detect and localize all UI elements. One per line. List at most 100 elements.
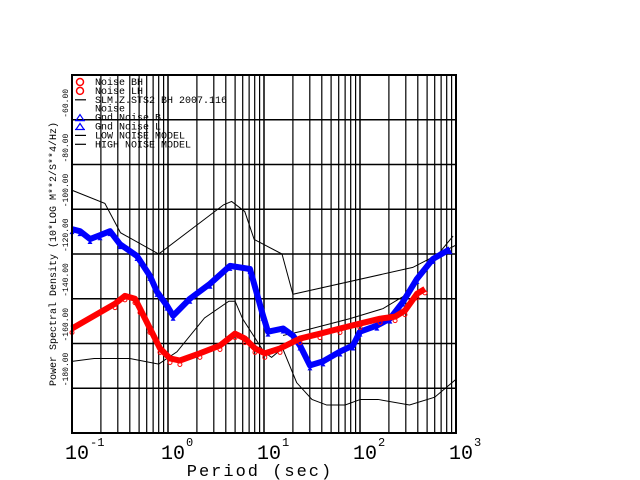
- x-tick-labels: 10 -1 10 0 10 1 10 2 10 3: [65, 436, 481, 466]
- x-tick-label: 10 -1: [65, 436, 104, 466]
- data-point: [207, 284, 213, 289]
- data-point: [414, 279, 420, 284]
- data-point: [170, 316, 176, 321]
- data-point: [232, 335, 238, 341]
- series-noise-lh: [69, 286, 428, 368]
- x-tick-exponent: 3: [474, 436, 481, 450]
- data-point: [147, 276, 153, 281]
- data-point: [167, 359, 173, 365]
- data-point: [117, 245, 123, 250]
- grid: [71, 75, 456, 433]
- data-point: [357, 325, 363, 331]
- data-point: [307, 366, 313, 371]
- series-line: [71, 300, 457, 406]
- data-point: [374, 326, 380, 331]
- data-point: [337, 330, 343, 336]
- data-point: [430, 259, 436, 264]
- data-point: [402, 312, 408, 318]
- x-tick-label: 10 1: [257, 436, 289, 466]
- data-point: [447, 250, 453, 255]
- legend-entry: Noise LH: [75, 86, 143, 98]
- data-point: [297, 346, 303, 351]
- x-tick-label: 10 2: [353, 436, 385, 466]
- y-tick-label: -180.00: [62, 352, 71, 386]
- data-point: [134, 257, 140, 262]
- legend-entry: Noise BH: [75, 77, 143, 89]
- data-point: [157, 349, 163, 355]
- y-tick-label: -140.00: [62, 263, 71, 297]
- data-point: [377, 320, 383, 326]
- legend-triangle-icon: [74, 113, 86, 122]
- y-tick-label: -100.00: [62, 173, 71, 207]
- legend-label: SLM.Z.STS2 BH 2007.116: [95, 96, 227, 107]
- data-point: [242, 340, 248, 346]
- data-point: [317, 335, 323, 341]
- legend-entry: Gnd Noise B: [74, 113, 161, 125]
- data-point: [422, 290, 428, 296]
- y-axis-title: Power Spectral Density (10*LOG M**2/S**4…: [48, 122, 60, 386]
- data-point: [137, 310, 143, 316]
- x-tick-exponent: 2: [378, 436, 385, 450]
- legend-circle-icon: [75, 86, 85, 96]
- y-tick-label: -160.00: [62, 308, 71, 342]
- data-point: [132, 300, 138, 306]
- legend-label: Noise: [95, 104, 125, 116]
- data-point: [297, 340, 303, 346]
- x-tick-base: 10: [65, 443, 89, 466]
- legend-entry: Gnd Noise L: [74, 122, 161, 134]
- data-point: [107, 232, 113, 237]
- data-point: [392, 318, 398, 324]
- series-band: [71, 226, 452, 369]
- data-point: [77, 232, 83, 237]
- data-point: [262, 354, 268, 360]
- legend-entry: HIGH NOISE MODEL: [75, 140, 191, 151]
- legend-circle-icon: [75, 77, 85, 87]
- data-point: [87, 240, 93, 245]
- legend-entry: LOW NOISE MODEL: [75, 131, 185, 142]
- data-point: [227, 266, 233, 271]
- series-layer: [69, 189, 457, 406]
- series-high-noise-model: [71, 189, 457, 295]
- data-point: [277, 349, 283, 355]
- data-point: [154, 292, 160, 297]
- legend-label: LOW NOISE MODEL: [95, 131, 185, 142]
- x-axis-title: Period (sec): [187, 463, 333, 480]
- x-tick-label: 10 0: [161, 436, 193, 466]
- legend-triangle-icon: [74, 122, 86, 131]
- data-point: [97, 236, 103, 241]
- x-tick-exponent: 1: [282, 436, 289, 450]
- series-band: [70, 286, 427, 364]
- x-tick-label: 10 3: [449, 436, 481, 466]
- data-point: [260, 316, 266, 321]
- data-point: [164, 306, 170, 311]
- data-point: [112, 305, 118, 311]
- data-point: [320, 362, 326, 367]
- series-line: [71, 189, 457, 295]
- data-point: [350, 346, 356, 351]
- plot-frame: [71, 74, 457, 434]
- legend-entry: SLM.Z.STS2 BH 2007.116: [75, 96, 227, 107]
- data-point: [337, 352, 343, 357]
- data-point: [357, 332, 363, 337]
- y-tick-label: -120.00: [62, 218, 71, 252]
- data-point: [217, 347, 223, 353]
- legend-label: Noise BH: [95, 77, 143, 89]
- data-point: [187, 299, 193, 304]
- data-point: [387, 319, 393, 324]
- series-low-noise-model: [71, 300, 457, 406]
- legend-entry: Noise: [95, 104, 125, 116]
- data-point: [197, 354, 203, 360]
- data-point: [147, 330, 153, 336]
- data-point: [280, 329, 286, 334]
- x-tick-exponent: 0: [186, 436, 193, 450]
- series-gnd-noise-b: [69, 226, 453, 371]
- y-tick-labels: -60.00 -80.00 -100.00 -120.00 -140.00 -160.00…: [62, 89, 71, 387]
- legend-label: Gnd Noise B: [95, 113, 161, 125]
- legend-label: HIGH NOISE MODEL: [95, 140, 191, 151]
- data-point: [122, 297, 128, 303]
- y-tick-label: -80.00: [62, 133, 71, 162]
- data-point: [177, 362, 183, 368]
- data-point: [252, 349, 258, 355]
- legend-label: Noise LH: [95, 86, 143, 98]
